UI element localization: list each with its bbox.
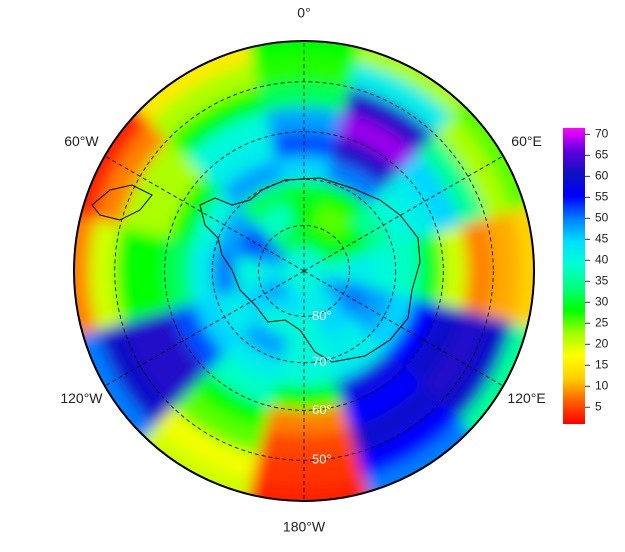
latitude-circle xyxy=(164,131,444,411)
coastline xyxy=(199,177,421,363)
longitude-label: 120°W xyxy=(60,390,103,406)
colorbar-tick-label: 55 xyxy=(595,189,609,203)
field-layer xyxy=(74,41,534,501)
colorbar-tick-label: 20 xyxy=(595,336,609,350)
coastline xyxy=(91,184,153,221)
colorbar-tick-label: 40 xyxy=(595,252,609,266)
field-cell xyxy=(232,41,376,65)
colorbar-tick-label: 35 xyxy=(595,273,609,287)
graticule xyxy=(104,41,504,501)
longitude-label: 0° xyxy=(297,5,310,21)
meridian xyxy=(303,270,504,387)
field-cell xyxy=(164,231,194,311)
colorbar-tick-label: 15 xyxy=(595,357,609,371)
field-cell xyxy=(232,477,376,501)
labels: 80° 70° 60° 50° 0° 60°E 120°E 180°W 120°W 60°W xyxy=(60,5,545,535)
colorbar-tick-label: 60 xyxy=(595,168,609,182)
meridian xyxy=(303,155,504,272)
meridian xyxy=(104,270,305,387)
latitude-label: 70° xyxy=(312,354,332,369)
colorbar-tick-label: 45 xyxy=(595,231,609,245)
latitude-label: 50° xyxy=(312,452,332,467)
colorbar-tick-label: 5 xyxy=(595,399,602,413)
colorbar-tick-label: 70 xyxy=(595,126,609,140)
meridian xyxy=(104,155,305,272)
colorbar-tick-label: 30 xyxy=(595,294,609,308)
colorbar-tick-label: 10 xyxy=(595,378,609,392)
field-cell xyxy=(510,199,534,343)
latitude-label: 60° xyxy=(312,402,332,417)
colorbar-gradient xyxy=(563,128,585,424)
colorbar-tick-label: 50 xyxy=(595,210,609,224)
colorbar: 5 10 15 20 25 30 35 40 45 50 55 60 65 70 xyxy=(563,126,609,424)
map-boundary xyxy=(73,40,535,502)
field-cell xyxy=(74,199,98,343)
field-cell xyxy=(391,238,420,304)
longitude-label: 180°W xyxy=(283,519,326,535)
latitude-label: 80° xyxy=(312,308,332,323)
field-cell xyxy=(188,238,217,304)
colorbar-tick-label: 25 xyxy=(595,315,609,329)
longitude-label: 60°W xyxy=(64,133,99,149)
longitude-label: 60°E xyxy=(511,133,542,149)
field-cell xyxy=(414,231,444,311)
longitude-label: 120°E xyxy=(507,390,545,406)
colorbar-tick-label: 65 xyxy=(595,147,609,161)
